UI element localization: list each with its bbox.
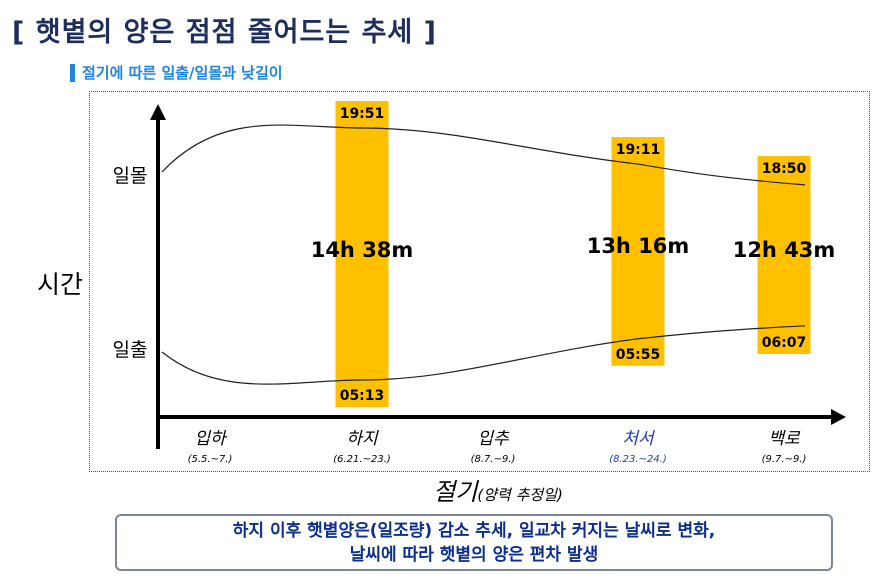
day-length-label-처서: 13h 16m <box>587 234 690 258</box>
x-tick-date-처서: (8.23.~24.) <box>609 454 667 465</box>
page-title: [ 햇볕의 양은 점점 줄어드는 추세 ] <box>12 17 437 48</box>
sunrise-label-하지: 05:13 <box>340 388 385 404</box>
day-length-bar-처서 <box>611 137 665 366</box>
x-tick-백로: 백로 <box>768 429 801 449</box>
chart-frame <box>89 91 870 472</box>
summary-box: 하지 이후 햇볕양은(일조량) 감소 추세, 일교차 커지는 날씨로 변화, 날… <box>115 514 833 571</box>
sunrise-curve <box>161 325 806 385</box>
y-tick-sunset: 일몰 <box>113 165 148 187</box>
sunset-label-하지: 19:51 <box>340 106 385 122</box>
x-tick-date-하지: (6.21.~23.) <box>333 454 391 465</box>
day-length-label-하지: 14h 38m <box>311 238 414 262</box>
chart-subtitle: 절기에 따른 일출/일몰과 낮길이 <box>82 64 283 82</box>
x-tick-하지: 하지 <box>346 429 379 449</box>
x-tick-처서: 처서 <box>622 429 656 449</box>
sunrise-label-처서: 05:55 <box>616 347 661 363</box>
y-tick-sunrise: 일출 <box>113 339 148 361</box>
sunrise-label-백로: 06:07 <box>762 335 807 351</box>
subtitle-marker <box>70 64 75 82</box>
x-tick-date-백로: (9.7.~9.) <box>762 454 807 465</box>
x-axis-arrow <box>831 409 846 425</box>
x-axis-label-main: 절기 <box>433 478 479 506</box>
x-axis-label-sub: (양력 추정일) <box>477 486 562 504</box>
x-tick-date-입하: (5.5.~7.) <box>188 454 233 465</box>
day-length-chart: 일몰 일출 시간 19:51 19:11 18:50 05:13 05:55 06:07 1… <box>37 101 846 506</box>
summary-line-2: 날씨에 따라 햇볕의 양은 편차 발생 <box>349 544 599 565</box>
x-tick-date-입추: (8.7.~9.) <box>471 454 516 465</box>
day-length-bar-백로 <box>757 156 811 354</box>
day-length-label-백로: 12h 43m <box>733 238 836 262</box>
x-axis-label: 절기(양력 추정일) <box>433 478 563 506</box>
summary-line-1: 하지 이후 햇볕양은(일조량) 감소 추세, 일교차 커지는 날씨로 변화, <box>232 520 716 541</box>
day-length-bar-하지 <box>335 101 389 407</box>
x-tick-입하: 입하 <box>194 429 228 449</box>
x-tick-입추: 입추 <box>477 429 510 449</box>
sunset-curve <box>161 124 806 186</box>
sunset-label-처서: 19:11 <box>616 142 661 158</box>
sunset-label-백로: 18:50 <box>762 161 807 177</box>
y-axis-arrow <box>150 104 166 120</box>
y-axis-label: 시간 <box>37 270 83 299</box>
